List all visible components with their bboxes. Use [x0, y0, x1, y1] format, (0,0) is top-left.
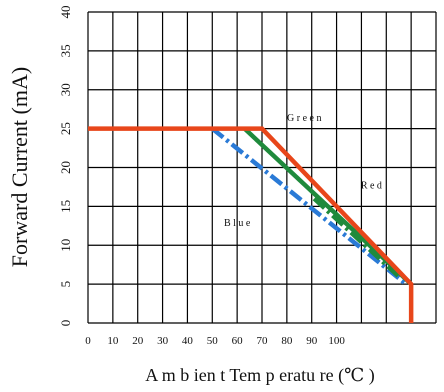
- x-tick-label: 70: [257, 335, 269, 347]
- x-tick-label: 60: [232, 335, 244, 347]
- x-axis-label: A m b ien t Tem p eratu re (℃ ): [145, 365, 374, 386]
- y-tick-label: 20: [58, 161, 73, 174]
- y-tick-label: 30: [58, 83, 73, 96]
- annotation-label: G r e e n: [287, 113, 321, 124]
- x-tick-label: 20: [132, 335, 144, 347]
- annotation-label: B l u e: [224, 218, 251, 229]
- y-tick-labels: 0 5 10 15 20 25 30 35 40: [58, 6, 73, 327]
- x-tick-label: 30: [157, 335, 169, 347]
- x-tick-label: 100: [328, 335, 345, 347]
- y-tick-label: 25: [58, 122, 73, 135]
- y-tick-label: 5: [58, 281, 73, 288]
- x-tick-label: 40: [182, 335, 194, 347]
- y-tick-label: 10: [58, 239, 73, 252]
- y-tick-label: 15: [58, 200, 73, 213]
- y-tick-label: 40: [58, 6, 73, 19]
- x-tick-labels: 0 10 20 30 40 50 60 70 80 90 100: [85, 335, 345, 347]
- annotation-label: R e d: [361, 180, 382, 191]
- x-tick-label: 0: [85, 335, 91, 347]
- y-axis-label: Forward Current (mA): [7, 67, 32, 267]
- x-tick-label: 80: [281, 335, 293, 347]
- y-tick-label: 35: [58, 44, 73, 57]
- x-tick-label: 90: [306, 335, 318, 347]
- x-tick-label: 10: [107, 335, 119, 347]
- y-tick-label: 0: [58, 320, 73, 327]
- x-tick-label: 50: [207, 335, 219, 347]
